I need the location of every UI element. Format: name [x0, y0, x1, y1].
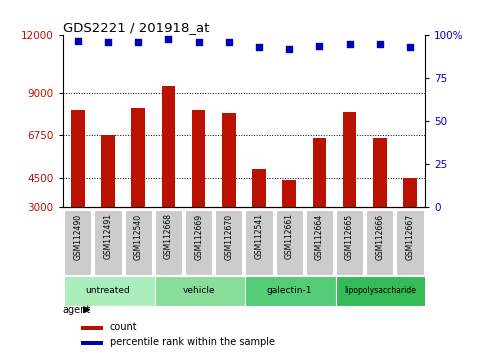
Bar: [162, 86, 175, 207]
Text: untreated: untreated: [85, 286, 130, 295]
Bar: [71, 110, 85, 207]
Text: agent: agent: [63, 305, 91, 315]
FancyBboxPatch shape: [336, 210, 363, 275]
FancyBboxPatch shape: [125, 210, 152, 275]
Bar: [403, 178, 417, 207]
Text: vehicle: vehicle: [182, 286, 215, 295]
FancyBboxPatch shape: [276, 210, 303, 275]
Text: GSM112541: GSM112541: [255, 213, 264, 259]
Text: GSM112667: GSM112667: [405, 213, 414, 259]
Bar: [101, 135, 115, 207]
FancyBboxPatch shape: [95, 210, 122, 275]
Bar: [343, 112, 356, 207]
Point: [285, 46, 293, 52]
Text: GDS2221 / 201918_at: GDS2221 / 201918_at: [63, 21, 209, 34]
Bar: [192, 110, 205, 207]
FancyBboxPatch shape: [306, 210, 333, 275]
Bar: [373, 138, 386, 207]
FancyBboxPatch shape: [155, 276, 268, 306]
Point: [134, 39, 142, 45]
Point: [165, 36, 172, 42]
Text: GSM112490: GSM112490: [73, 213, 83, 259]
FancyBboxPatch shape: [64, 276, 178, 306]
Point: [376, 41, 384, 47]
Bar: [222, 113, 236, 207]
Text: count: count: [110, 322, 138, 332]
Bar: [283, 180, 296, 207]
Text: galectin-1: galectin-1: [267, 286, 312, 295]
Bar: [81, 326, 103, 330]
Point: [195, 39, 202, 45]
Text: GSM112661: GSM112661: [284, 213, 294, 259]
Bar: [252, 169, 266, 207]
Text: percentile rank within the sample: percentile rank within the sample: [110, 337, 275, 347]
FancyBboxPatch shape: [245, 276, 358, 306]
Text: GSM112491: GSM112491: [103, 213, 113, 259]
Point: [74, 38, 82, 44]
Text: GSM112540: GSM112540: [134, 213, 143, 259]
Text: lipopolysaccharide: lipopolysaccharide: [344, 286, 416, 295]
Point: [104, 39, 112, 45]
Text: GSM112670: GSM112670: [224, 213, 233, 259]
FancyBboxPatch shape: [64, 210, 91, 275]
FancyBboxPatch shape: [336, 276, 449, 306]
FancyBboxPatch shape: [366, 210, 393, 275]
Text: GSM112665: GSM112665: [345, 213, 354, 259]
FancyBboxPatch shape: [155, 210, 182, 275]
FancyBboxPatch shape: [245, 210, 272, 275]
FancyBboxPatch shape: [397, 210, 424, 275]
Point: [346, 41, 354, 47]
FancyBboxPatch shape: [185, 210, 212, 275]
Bar: [313, 138, 326, 207]
Point: [225, 39, 233, 45]
FancyBboxPatch shape: [215, 210, 242, 275]
Point: [406, 45, 414, 50]
Point: [315, 43, 323, 48]
Text: GSM112668: GSM112668: [164, 213, 173, 259]
Text: GSM112669: GSM112669: [194, 213, 203, 259]
Text: GSM112664: GSM112664: [315, 213, 324, 259]
Text: GSM112666: GSM112666: [375, 213, 384, 259]
Bar: [131, 108, 145, 207]
Bar: [81, 341, 103, 345]
Point: [255, 45, 263, 50]
